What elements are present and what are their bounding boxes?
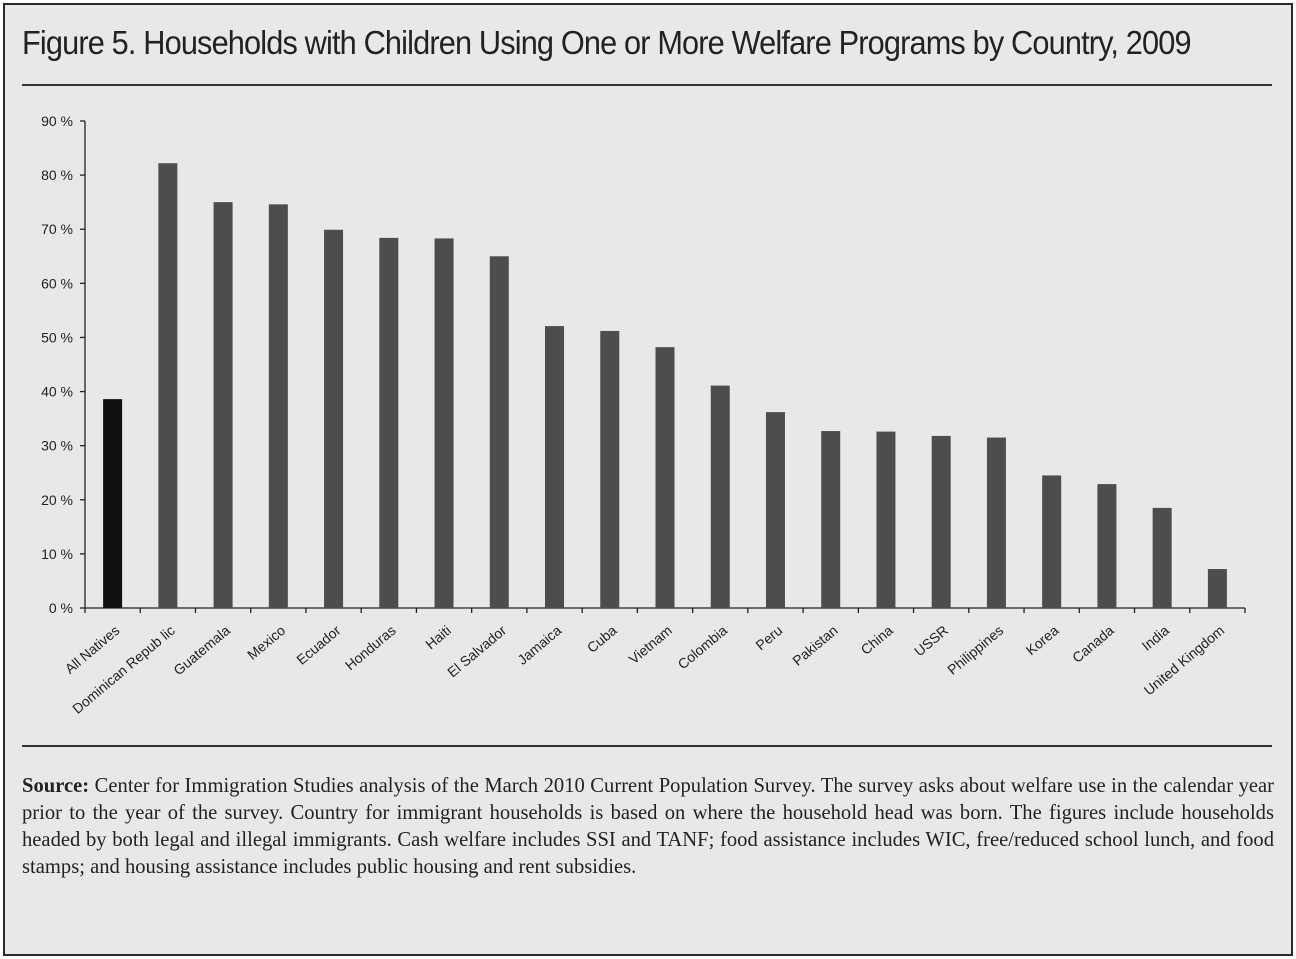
x-tick-label: Canada <box>1069 622 1117 666</box>
x-tick-label: China <box>858 622 896 658</box>
y-tick-label: 70 % <box>41 221 73 237</box>
source-rule <box>22 745 1272 747</box>
source-label: Source: <box>22 775 89 797</box>
bar <box>435 238 454 608</box>
bar <box>1042 475 1061 608</box>
y-tick-label: 10 % <box>41 546 73 562</box>
bar <box>711 386 730 608</box>
x-tick-label: Dominican Repub lic <box>69 622 178 717</box>
x-tick-label: Vietnam <box>625 622 674 667</box>
bar <box>1208 569 1227 608</box>
bar <box>1097 484 1116 608</box>
x-tick-label: Korea <box>1023 622 1062 658</box>
x-tick-label: Honduras <box>342 622 399 673</box>
x-tick-label: Cuba <box>584 622 620 656</box>
bar <box>324 230 343 608</box>
bar <box>656 347 675 608</box>
x-tick-label: Colombia <box>675 622 731 672</box>
bar <box>1153 508 1172 608</box>
source-text: Center for Immigration Studies analysis … <box>22 775 1274 878</box>
y-tick-label: 50 % <box>41 329 73 345</box>
x-tick-label: Pakistan <box>789 622 840 669</box>
y-tick-label: 30 % <box>41 438 73 454</box>
x-tick-label: Guatemala <box>170 622 233 678</box>
y-tick-label: 40 % <box>41 384 73 400</box>
x-tick-label: Mexico <box>244 622 288 663</box>
bar <box>987 438 1006 608</box>
x-tick-label: El Salvador <box>444 622 509 680</box>
y-tick-label: 0 % <box>49 600 73 616</box>
bar-chart: 0 %10 %20 %30 %40 %50 %60 %70 %80 %90 %A… <box>0 0 1296 745</box>
x-tick-label: Philippines <box>944 622 1006 678</box>
bar <box>545 326 564 608</box>
bar <box>932 436 951 608</box>
y-tick-label: 60 % <box>41 275 73 291</box>
x-tick-label: Jamaica <box>514 622 564 668</box>
bar <box>876 432 895 608</box>
x-tick-label: India <box>1139 622 1173 654</box>
bar <box>379 238 398 608</box>
x-tick-label: USSR <box>911 622 951 659</box>
x-tick-label: Ecuador <box>293 622 343 668</box>
x-tick-label: Peru <box>752 622 785 653</box>
x-tick-label: Haiti <box>422 622 454 652</box>
y-tick-label: 90 % <box>41 113 73 129</box>
bar <box>103 399 122 608</box>
bar <box>490 256 509 608</box>
bar <box>821 431 840 608</box>
source-note: Source: Center for Immigration Studies a… <box>22 773 1274 881</box>
bar <box>158 163 177 608</box>
y-tick-label: 80 % <box>41 167 73 183</box>
bar <box>214 202 233 608</box>
bar <box>766 412 785 608</box>
y-tick-label: 20 % <box>41 492 73 508</box>
bar <box>600 331 619 608</box>
bar <box>269 204 288 608</box>
